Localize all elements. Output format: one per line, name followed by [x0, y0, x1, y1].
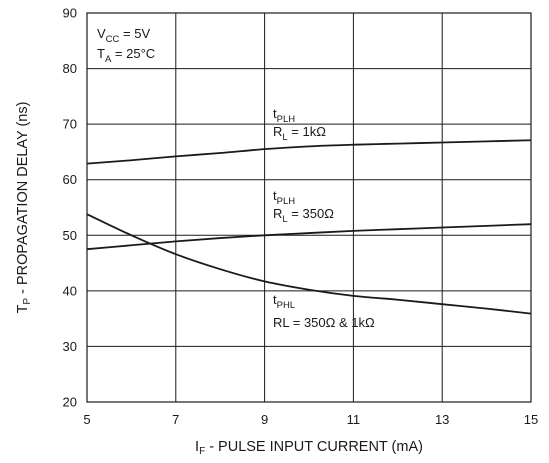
y-tick-label: 40 — [63, 283, 77, 298]
y-tick-label: 70 — [63, 117, 77, 132]
condition-vcc: VCC = 5V — [97, 26, 150, 45]
y-axis-title: TP - PROPAGATION DELAY (ns) — [15, 102, 33, 314]
condition-vcc-rest: = 5V — [119, 26, 150, 41]
plot-frame — [86, 12, 532, 403]
x-axis-tick-labels: 5 7 9 11 13 15 — [83, 412, 538, 427]
curves — [86, 139, 532, 315]
condition-ta-main: T — [97, 46, 105, 61]
y-axis-title-main: T — [15, 304, 31, 313]
condition-ta-rest: = 25°C — [111, 46, 155, 61]
y-tick-label: 90 — [63, 6, 77, 21]
condition-vcc-sub: CC — [106, 34, 120, 45]
x-tick-label: 15 — [524, 412, 538, 427]
y-axis-title-subscript: P — [22, 298, 33, 305]
series-1-label2-main: R — [273, 124, 282, 139]
x-axis-title-main: I — [195, 439, 199, 455]
x-axis-title-subscript: F — [199, 446, 205, 457]
series-1-label2-rest: = 1kΩ — [288, 124, 327, 139]
series-1-label2-sub: L — [282, 132, 287, 143]
y-tick-label: 30 — [63, 339, 77, 354]
y-axis-tick-labels: 20 30 40 50 60 70 80 90 — [63, 6, 77, 410]
series-2-label2-main: R — [273, 206, 282, 221]
x-tick-label: 7 — [172, 412, 179, 427]
series-2-label-line2: RL = 350Ω — [273, 206, 334, 225]
grid — [87, 13, 531, 402]
condition-ta: TA = 25°C — [97, 46, 155, 65]
series-3-label-line1: tPHL — [273, 292, 295, 311]
x-tick-label: 5 — [83, 412, 90, 427]
x-axis-title-rest: - PULSE INPUT CURRENT (mA) — [205, 439, 423, 455]
series-2-label1-main: t — [273, 188, 277, 203]
series-1-label-line1: tPLH — [273, 106, 295, 125]
series-2-label2-sub: L — [282, 214, 287, 225]
series-3-label1-sub: PHL — [277, 300, 295, 311]
series-line-2 — [86, 223, 532, 251]
y-tick-label: 80 — [63, 61, 77, 76]
series-line-1 — [86, 139, 532, 165]
series-line-3 — [86, 213, 532, 315]
series-2-label2-rest: = 350Ω — [288, 206, 335, 221]
y-tick-label: 60 — [63, 172, 77, 187]
condition-ta-sub: A — [105, 54, 112, 65]
y-tick-label: 20 — [63, 395, 77, 410]
series-2-label1-sub: PLH — [277, 196, 296, 207]
series-3-label1-main: t — [273, 292, 277, 307]
x-axis-title: IF - PULSE INPUT CURRENT (mA) — [195, 439, 423, 457]
series-1-label1-sub: PLH — [277, 114, 296, 125]
y-tick-label: 50 — [63, 228, 77, 243]
x-tick-label: 13 — [435, 412, 449, 427]
series-1-label-line2: RL = 1kΩ — [273, 124, 326, 143]
y-axis-title-rest: - PROPAGATION DELAY (ns) — [15, 102, 31, 298]
series-3-label2-main: RL = 350Ω & 1kΩ — [273, 315, 375, 330]
condition-vcc-main: V — [97, 26, 106, 41]
annotations: VCC = 5V TA = 25°C tPLH RL = 1kΩ tPLH RL… — [97, 26, 375, 330]
x-tick-label: 9 — [261, 412, 268, 427]
series-2-label-line1: tPLH — [273, 188, 295, 207]
series-1-label1-main: t — [273, 106, 277, 121]
series-3-label-line2: RL = 350Ω & 1kΩ — [273, 315, 375, 330]
x-tick-label: 11 — [347, 412, 361, 427]
